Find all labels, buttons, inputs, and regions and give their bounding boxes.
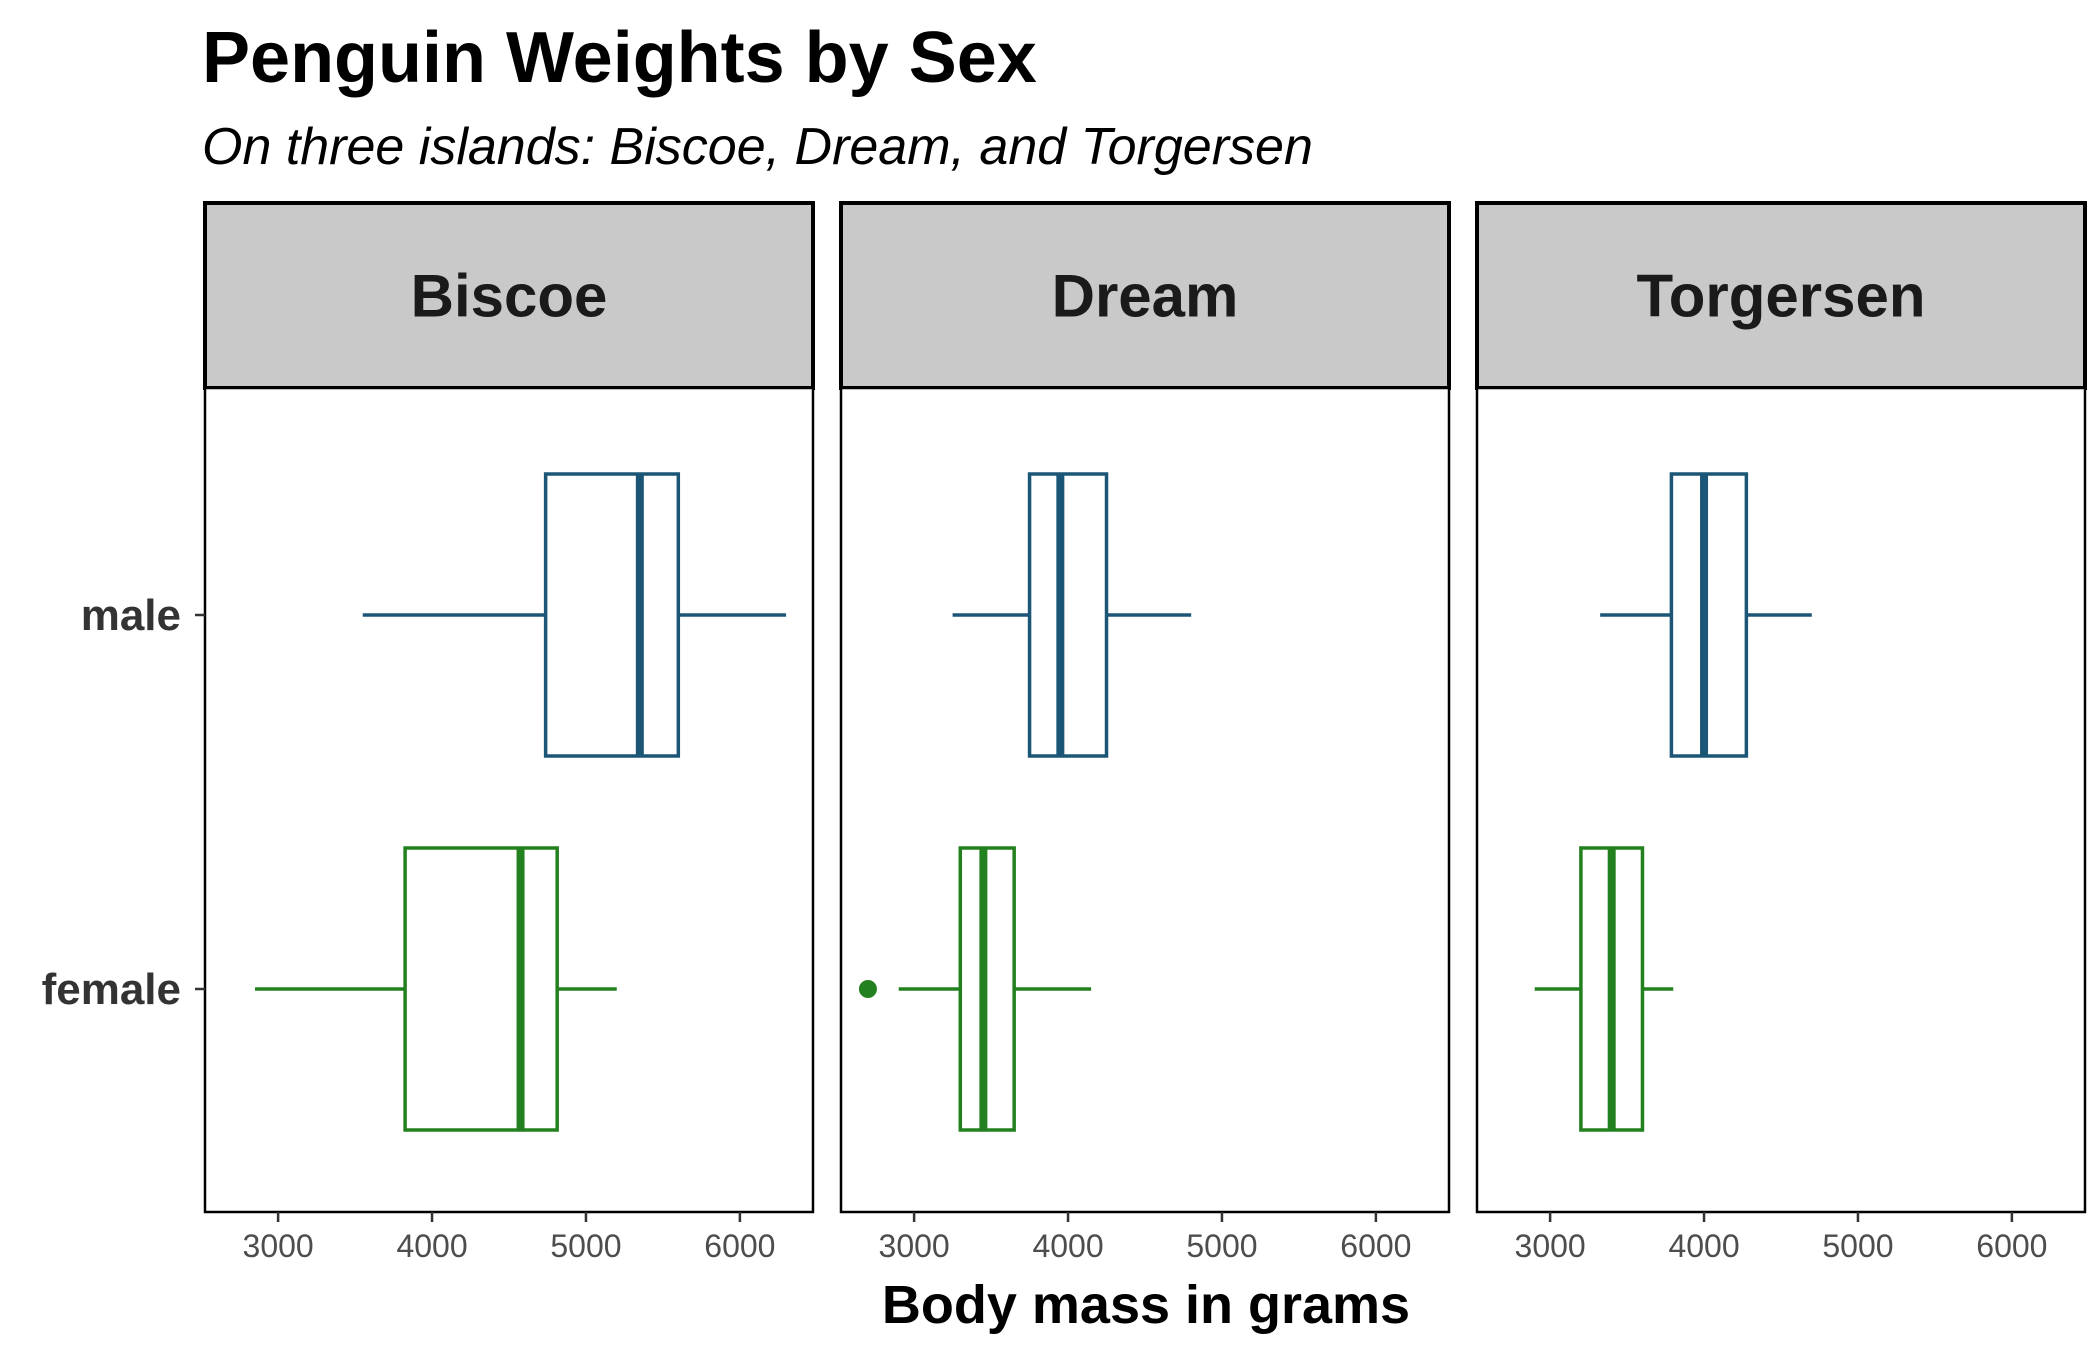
facet-strip xyxy=(203,201,815,390)
x-tick-label: 3000 xyxy=(1515,1228,1586,1264)
box-iqr xyxy=(1027,472,1109,758)
y-tick-label-female: female xyxy=(42,965,181,1014)
x-tick-label: 4000 xyxy=(1668,1228,1739,1264)
facet-panel-torgersen: Torgersen 3000 4000 5000 6000 xyxy=(1475,201,2087,1264)
facet-panel-biscoe: Biscoe 3000 4000 5000 6000 xyxy=(203,201,815,1264)
x-tick-label: 5000 xyxy=(1822,1228,1893,1264)
boxplot-male xyxy=(1600,472,1812,758)
boxplot-female xyxy=(1534,846,1674,1132)
facet-panels: Biscoe 3000 4000 5000 6000 Dream 3000 4000 5000 6… xyxy=(203,201,2087,1264)
facet-strip-label: Torgersen xyxy=(1637,263,1926,330)
x-tick-label: 4000 xyxy=(396,1228,467,1264)
boxplot-female xyxy=(858,846,1092,1132)
facet-strip xyxy=(839,201,1451,390)
box-iqr xyxy=(1669,472,1749,758)
chart-title: Penguin Weights by Sex xyxy=(202,18,1037,98)
x-tick-label: 6000 xyxy=(704,1228,775,1264)
facet-strip-label: Dream xyxy=(1052,263,1239,330)
facet-panel-dream: Dream 3000 4000 5000 6000 xyxy=(839,201,1451,1264)
boxplot-male xyxy=(952,472,1192,758)
x-tick-label: 3000 xyxy=(243,1228,314,1264)
x-axis-label: Body mass in grams xyxy=(882,1275,1410,1335)
x-tick-label: 6000 xyxy=(1976,1228,2047,1264)
box-iqr xyxy=(543,472,681,758)
facet-strip-label: Biscoe xyxy=(411,263,608,330)
box-iqr xyxy=(403,846,559,1132)
outlier-point xyxy=(858,980,877,998)
x-tick-label: 5000 xyxy=(550,1228,621,1264)
x-tick-label: 5000 xyxy=(1186,1228,1257,1264)
x-tick-label: 6000 xyxy=(1340,1228,1411,1264)
boxplot-male xyxy=(362,472,787,758)
y-axis: female male xyxy=(42,591,205,1014)
x-tick-label: 4000 xyxy=(1032,1228,1103,1264)
x-tick-label: 3000 xyxy=(879,1228,950,1264)
panel-plot-area xyxy=(839,386,1451,1214)
chart-subtitle: On three islands: Biscoe, Dream, and Tor… xyxy=(202,118,1313,176)
y-tick-label-male: male xyxy=(81,591,181,640)
boxplot-female xyxy=(255,846,617,1132)
panel-plot-area xyxy=(1475,386,2087,1214)
